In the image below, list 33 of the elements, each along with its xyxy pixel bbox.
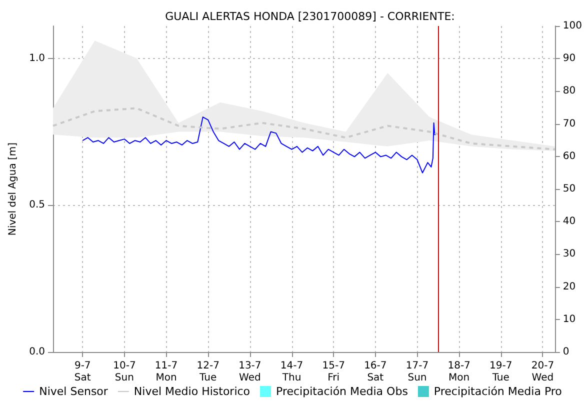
x-tick-label: 12-7 Tue <box>196 360 220 384</box>
x-tick-label: 9-7 Sat <box>74 360 91 384</box>
y2-tick-label: 40 <box>562 216 576 228</box>
legend-label: Nivel Sensor <box>39 385 108 398</box>
y2-tick-label: 0 <box>562 346 570 358</box>
y2-tick-label: 10 <box>562 314 576 325</box>
legend-label: Precipitación Media Pro <box>434 385 562 398</box>
legend-label: Precipitación Media Obs <box>276 385 408 398</box>
y2-tick-label: 90 <box>562 53 576 64</box>
line-series <box>52 107 556 150</box>
legend-label: Nivel Medio Historico <box>134 385 250 398</box>
x-tick-label: 11-7 Mon <box>154 360 178 384</box>
y-tick-label: 0.0 <box>29 346 45 358</box>
x-tick-label: 19-7 Tue <box>490 360 512 384</box>
x-tick-label: 10-7 Sun <box>113 360 136 384</box>
y2-tick-label: 60 <box>562 150 576 162</box>
chart-title: GUALI ALERTAS HONDA [2301700089] - CORRIENTE: <box>165 10 455 23</box>
x-tick-label: 17-7 Sun <box>406 360 429 384</box>
y2-tick-label: 70 <box>562 118 576 130</box>
x-tick-label: 15-7 Fri <box>322 360 345 384</box>
y-axis-title: Nivel del Agua [m] <box>8 142 19 236</box>
y-tick-label: 0.5 <box>29 200 45 211</box>
x-tick-label: 20-7 Wed <box>531 360 554 384</box>
x-tick-label: 13-7 Wed <box>238 360 262 384</box>
x-tick-label: 16-7 Sat <box>364 360 387 384</box>
y-tick-label: 1.0 <box>29 52 45 64</box>
x-tick-label: 18-7 Mon <box>448 360 470 384</box>
x-tick-label: 14-7 Thu <box>280 360 304 384</box>
y2-tick-label: 80 <box>562 86 576 97</box>
y2-tick-label: 30 <box>562 248 576 260</box>
y2-tick-label: 50 <box>562 184 576 194</box>
y2-tick-label: 20 <box>562 281 576 292</box>
y2-tick-label: 100 <box>562 20 582 32</box>
